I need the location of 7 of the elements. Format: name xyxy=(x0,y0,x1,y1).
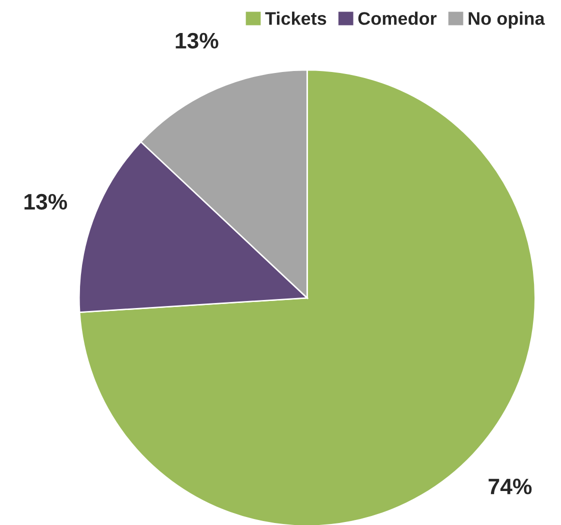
data-label: 13% xyxy=(24,194,68,210)
legend-label: Tickets xyxy=(265,12,326,25)
data-label: 74% xyxy=(488,478,532,494)
pie-slice xyxy=(78,69,536,525)
data-label: 13% xyxy=(176,32,218,49)
legend-label: Comedor xyxy=(358,12,437,25)
legend-label: No opina xyxy=(468,12,545,28)
